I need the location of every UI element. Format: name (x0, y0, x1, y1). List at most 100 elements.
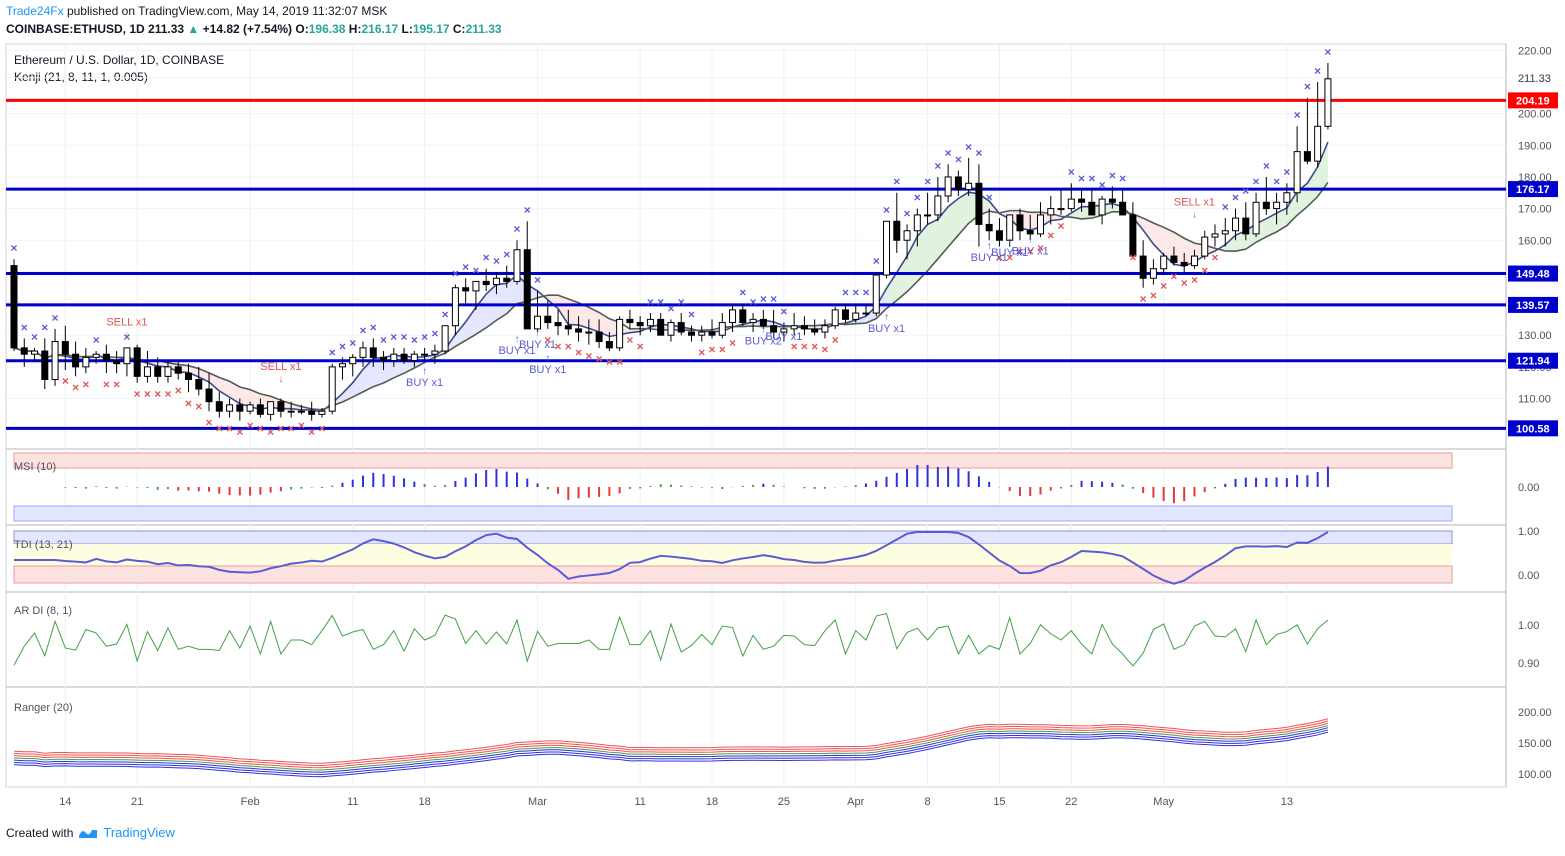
candle-down-body (1129, 214, 1137, 257)
candle-up-body (359, 347, 367, 358)
kenji-cloud-segment (855, 316, 866, 324)
stop-marker: × (257, 422, 264, 436)
stop-marker: × (380, 333, 387, 347)
candle-down-body (1088, 201, 1096, 216)
kenji-cloud-segment (1153, 222, 1164, 255)
kenji-cloud-segment (1225, 235, 1236, 252)
candle (287, 401, 295, 418)
candle-down-body (841, 309, 849, 320)
stop-marker: × (236, 425, 243, 439)
ranger-line-3 (13, 724, 1329, 771)
candle-up-body (646, 318, 654, 327)
panel-title-msi: MSI (10) (14, 461, 56, 473)
kenji-cloud-segment (1266, 213, 1277, 237)
kenji-cloud-segment (209, 372, 220, 391)
candle-down-body (236, 404, 244, 412)
candle (1170, 246, 1178, 266)
stop-marker: × (606, 355, 613, 369)
kenji-cloud-segment (1071, 206, 1082, 219)
signal-label-buy: BUY x1 (406, 377, 443, 389)
candle-up-body (123, 347, 131, 365)
stop-marker: × (318, 422, 325, 436)
candle (739, 303, 747, 326)
kenji-cloud-segment (465, 307, 476, 341)
candle-down-body (256, 404, 264, 415)
stop-marker: × (1314, 64, 1321, 78)
stop-marker: × (370, 320, 377, 334)
candle (1190, 249, 1198, 269)
stop-marker: × (1232, 191, 1239, 205)
candle-up-body (318, 410, 326, 415)
candle (143, 351, 151, 383)
stop-marker: × (1150, 289, 1157, 303)
publisher-name[interactable]: Trade24Fx (6, 4, 64, 18)
stop-marker: × (390, 330, 397, 344)
stop-marker: × (934, 159, 941, 173)
candle (626, 309, 634, 329)
candle-down-body (20, 347, 28, 355)
kenji-cloud-segment (1143, 218, 1154, 245)
candle (472, 280, 480, 310)
x-tick-label: 15 (993, 796, 1005, 808)
level-value: 100.58 (1516, 423, 1550, 435)
stop-marker: × (452, 266, 459, 280)
stop-marker: × (760, 292, 767, 306)
stop-marker: × (996, 251, 1003, 265)
candle (698, 325, 706, 342)
stop-marker: × (811, 339, 818, 353)
stop-marker: × (421, 330, 428, 344)
stop-marker: × (667, 301, 674, 315)
candle (1293, 126, 1301, 203)
candle-down-body (41, 350, 49, 381)
candle (523, 221, 531, 330)
candle-up-body (883, 220, 891, 276)
candle (1262, 176, 1270, 215)
signal-label-buy: BUY x2 (745, 336, 782, 348)
candle (1139, 240, 1147, 288)
candle-up-body (913, 214, 921, 232)
candle (113, 351, 121, 374)
candle-down-body (626, 318, 634, 324)
tradingview-brand[interactable]: TradingView (103, 825, 175, 840)
candle-up-body (934, 195, 942, 216)
candle-down-body (1108, 198, 1116, 203)
candle-up-body (1232, 217, 1240, 232)
candle-down-body (708, 331, 716, 336)
candle (195, 366, 203, 396)
candle (61, 325, 69, 371)
candle (985, 208, 993, 241)
candle (975, 164, 983, 247)
kenji-cloud-segment (1235, 230, 1246, 252)
candle-up-body (267, 401, 275, 415)
candle-up-body (297, 410, 305, 413)
signal-arrow: ↑ (987, 241, 992, 252)
panel-tick-ardi-2: 0.90 (1518, 658, 1539, 670)
candle (934, 176, 942, 222)
candle (503, 265, 511, 288)
candle-up-body (1047, 208, 1055, 216)
stop-marker: × (1191, 273, 1198, 287)
candle-down-body (1242, 217, 1250, 235)
candle-down-body (1139, 255, 1147, 279)
stop-marker: × (503, 247, 510, 261)
stop-marker: × (1129, 251, 1136, 265)
signal-label-sell: SELL x1 (1174, 196, 1215, 208)
candle-up-body (852, 312, 860, 320)
stop-marker: × (657, 295, 664, 309)
stop-marker: × (832, 333, 839, 347)
y-tick-label: 220.00 (1518, 45, 1552, 57)
stop-marker: × (1304, 80, 1311, 94)
candle (72, 341, 80, 377)
candle-down-body (995, 230, 1003, 241)
candle-up-body (965, 182, 973, 191)
candle-down-body (564, 325, 572, 330)
candle (236, 398, 244, 421)
candle (749, 313, 757, 333)
stop-marker: × (719, 342, 726, 356)
candle-down-body (677, 322, 685, 333)
stop-marker: × (862, 285, 869, 299)
signal-arrow: ↑ (535, 328, 540, 339)
candle (328, 363, 336, 415)
